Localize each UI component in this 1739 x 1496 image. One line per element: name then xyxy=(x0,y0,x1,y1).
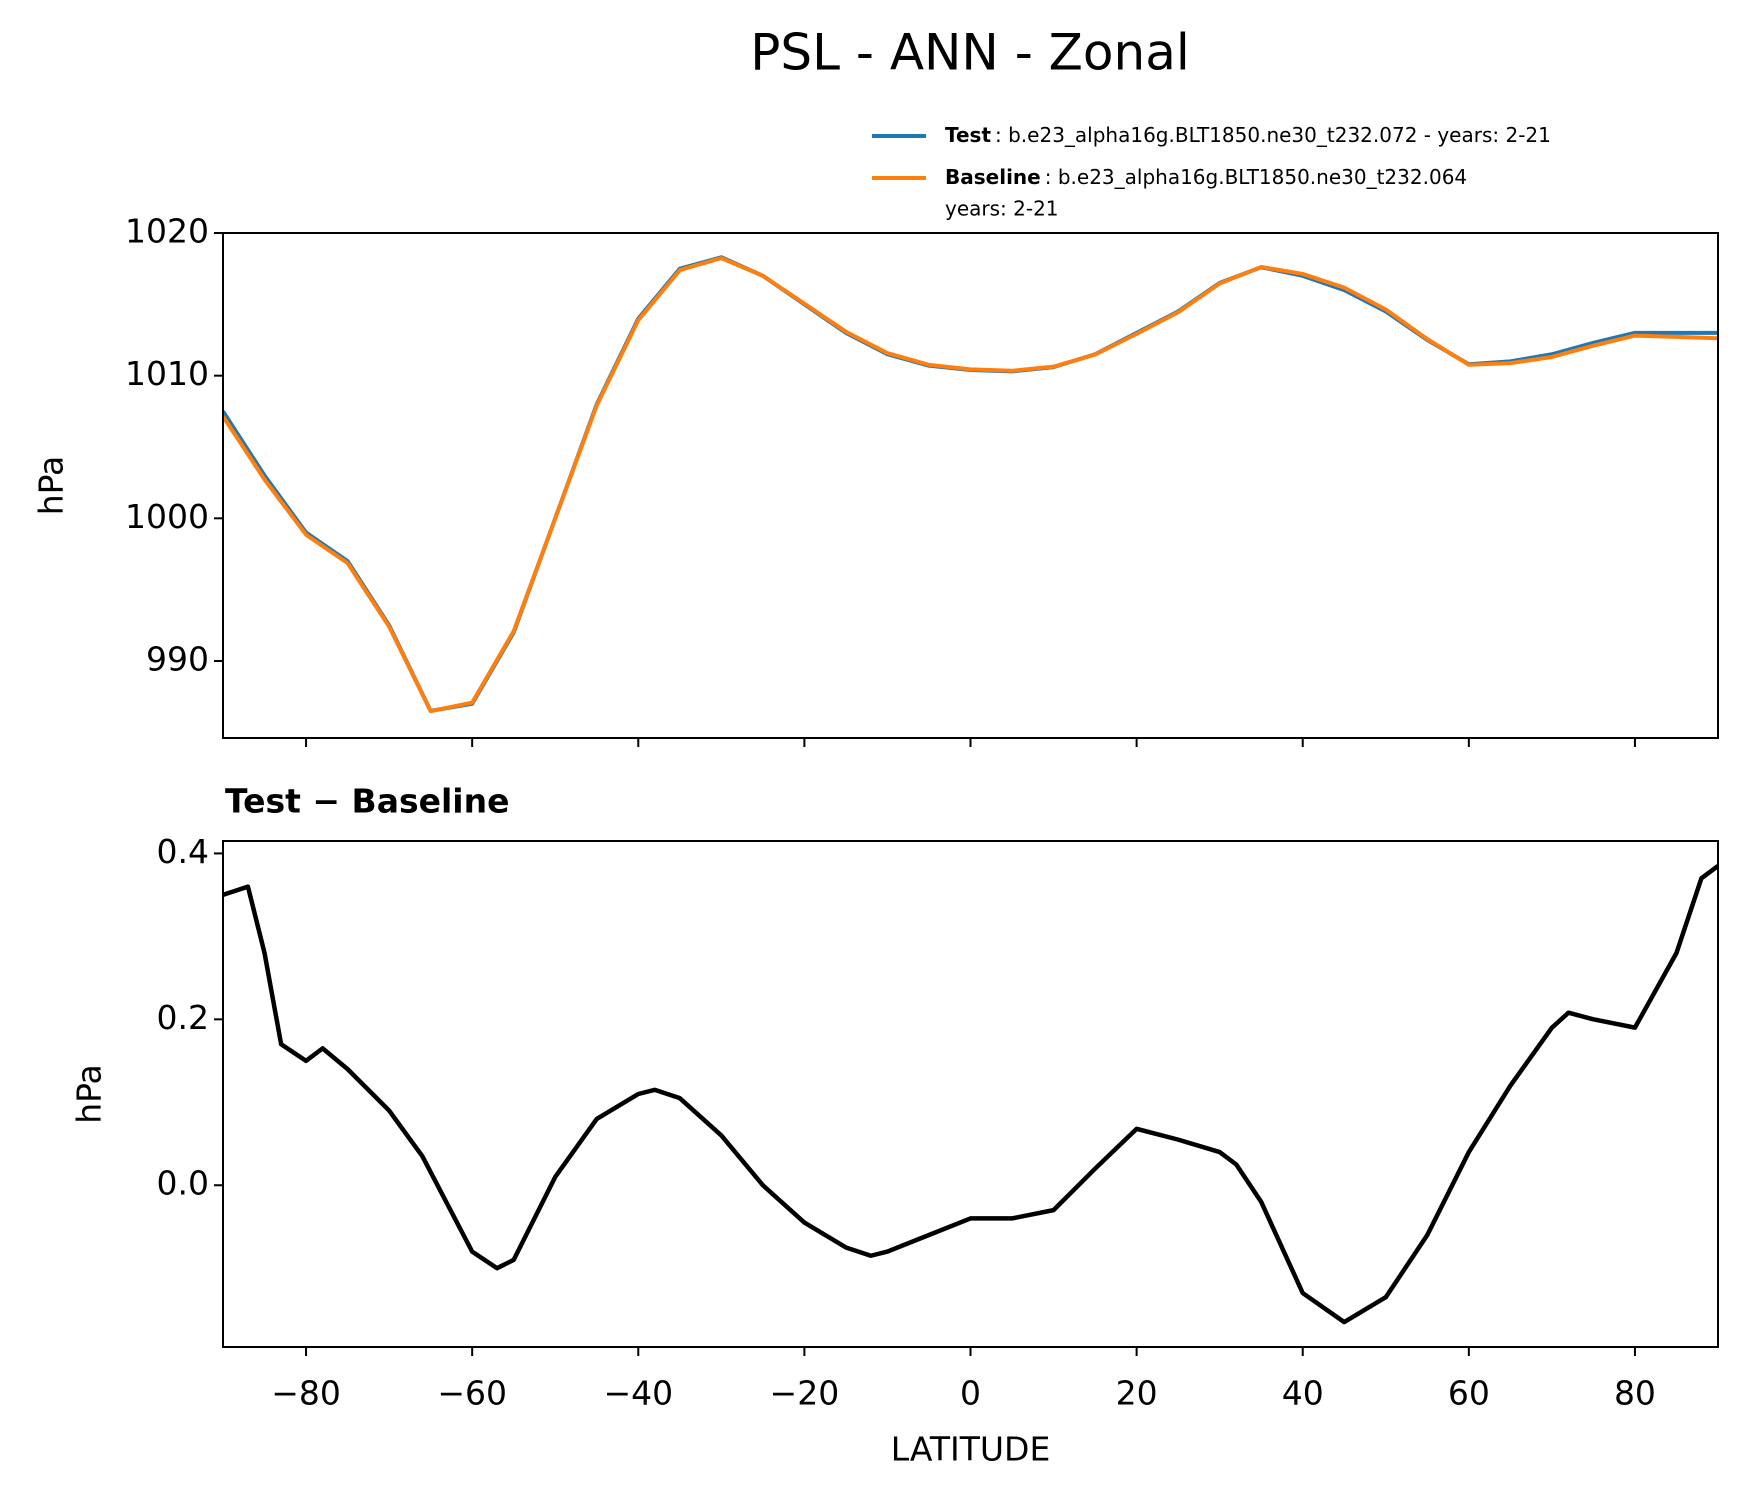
x-tick-label: −40 xyxy=(603,1374,673,1413)
series-line xyxy=(223,256,1718,714)
subplot-title: Test − Baseline xyxy=(225,782,510,821)
legend-desc: : b.e23_alpha16g.BLT1850.ne30_t232.064 xyxy=(1045,165,1467,189)
legend-name: Test xyxy=(945,123,991,147)
x-axis-label: LATITUDE xyxy=(891,1430,1051,1469)
series-line xyxy=(223,864,1718,1325)
y-axis-label: hPa xyxy=(32,456,71,516)
legend-label: Baseline: b.e23_alpha16g.BLT1850.ne30_t2… xyxy=(945,165,1467,189)
y-tick-label: 1010 xyxy=(125,354,209,393)
x-tick-label: 60 xyxy=(1448,1374,1490,1413)
y-tick-label: 1020 xyxy=(125,212,209,251)
x-tick-label: −80 xyxy=(271,1374,341,1413)
plot-frame xyxy=(222,840,1719,1348)
plot-frame xyxy=(222,232,1719,739)
y-tick-label: 990 xyxy=(146,639,209,678)
y-axis-label: hPa xyxy=(70,1064,109,1124)
chart-title: PSL - ANN - Zonal xyxy=(750,24,1189,82)
x-tick-label: −20 xyxy=(770,1374,840,1413)
y-tick-label: 0.4 xyxy=(157,832,209,871)
y-tick-label: 0.2 xyxy=(157,998,209,1037)
x-tick-label: 0 xyxy=(960,1374,981,1413)
legend-name: Baseline xyxy=(945,165,1041,189)
x-tick-label: −60 xyxy=(437,1374,507,1413)
legend-desc: years: 2-21 xyxy=(945,197,1059,221)
y-tick-label: 0.0 xyxy=(157,1164,209,1203)
legend-label: Test: b.e23_alpha16g.BLT1850.ne30_t232.0… xyxy=(945,123,1551,147)
y-tick-label: 1000 xyxy=(125,497,209,536)
x-tick-label: 80 xyxy=(1614,1374,1656,1413)
x-tick-label: 20 xyxy=(1116,1374,1158,1413)
series-line xyxy=(223,255,1718,713)
x-tick-label: 40 xyxy=(1282,1374,1324,1413)
legend-desc: : b.e23_alpha16g.BLT1850.ne30_t232.072 -… xyxy=(995,123,1551,147)
